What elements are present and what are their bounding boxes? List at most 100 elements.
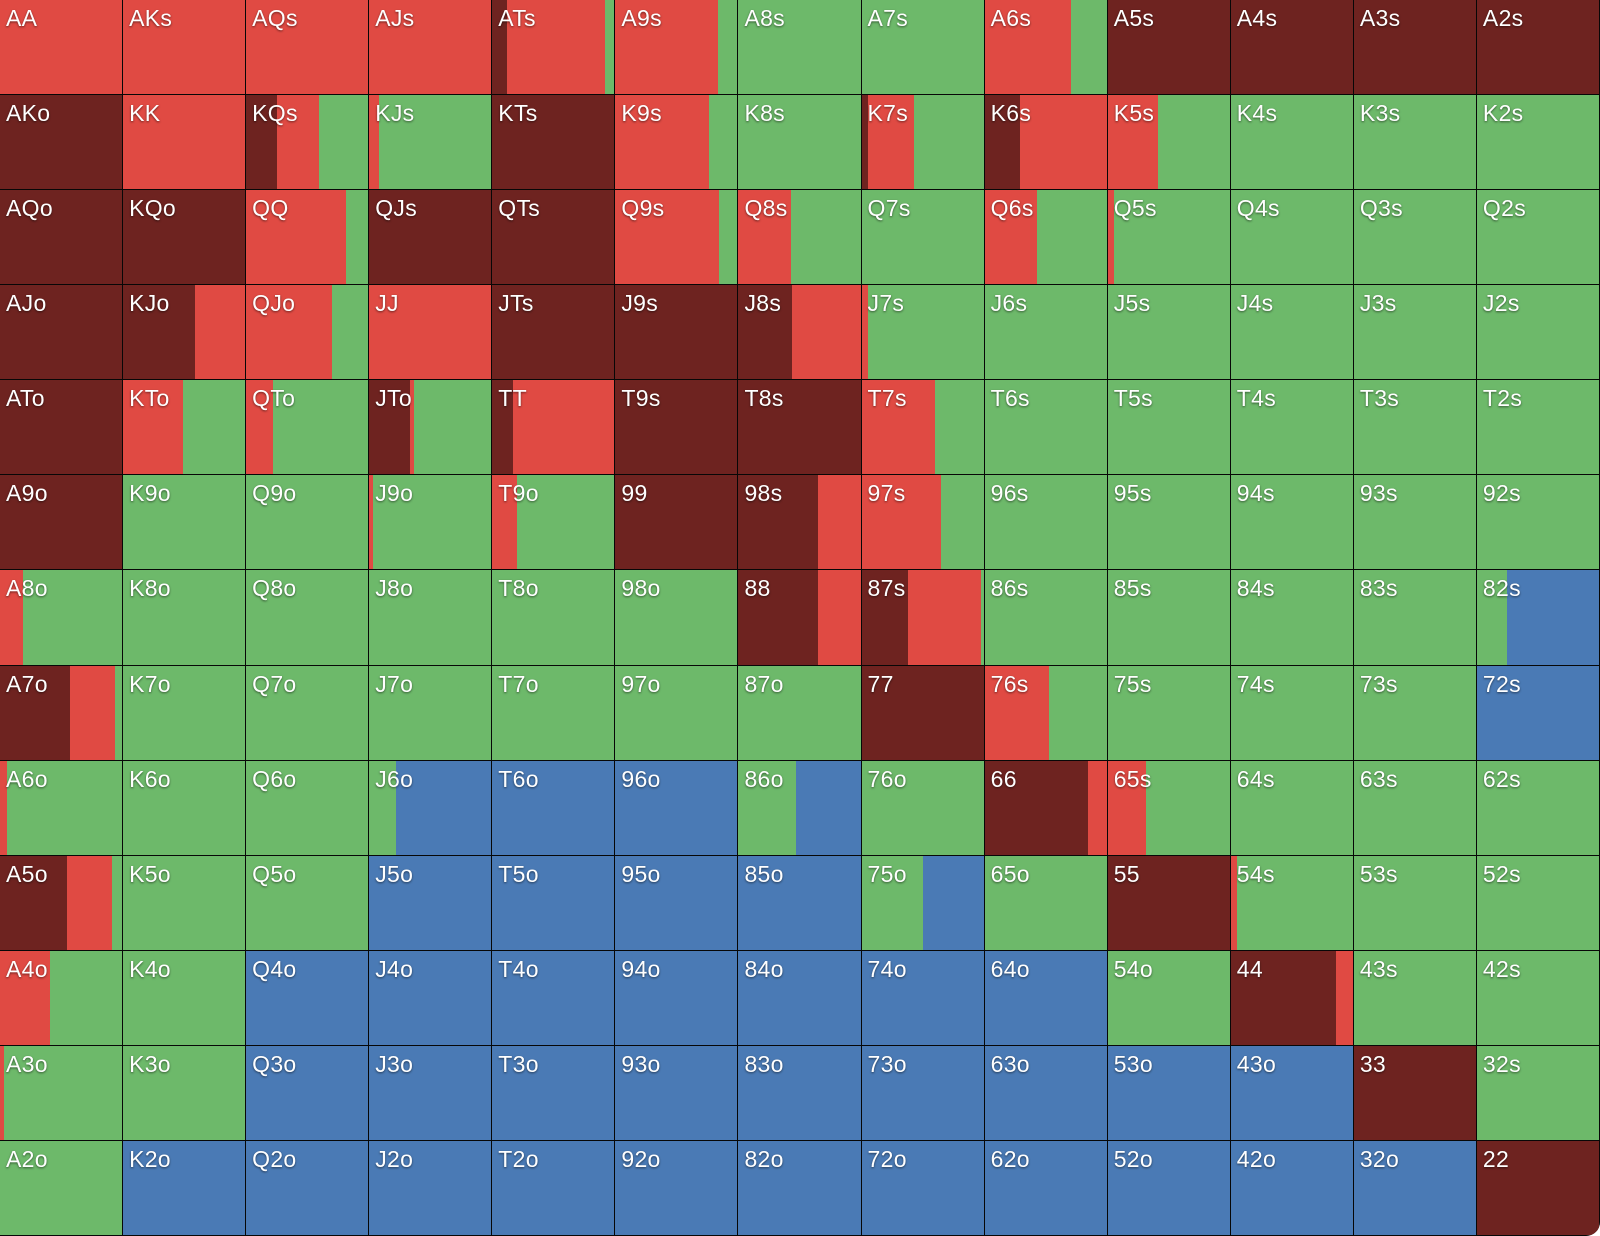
hand-cell-k9s[interactable]: K9s bbox=[615, 95, 739, 191]
hand-cell-j7s[interactable]: J7s bbox=[861, 285, 985, 381]
hand-cell-k2o[interactable]: K2o bbox=[123, 1140, 247, 1236]
hand-cell-aqo[interactable]: AQo bbox=[0, 190, 124, 286]
hand-cell-22[interactable]: 22 bbox=[1476, 1140, 1600, 1236]
hand-cell-64o[interactable]: 64o bbox=[984, 950, 1108, 1046]
hand-cell-94s[interactable]: 94s bbox=[1230, 475, 1354, 571]
hand-cell-k7o[interactable]: K7o bbox=[123, 665, 247, 761]
hand-cell-54o[interactable]: 54o bbox=[1107, 950, 1231, 1046]
hand-cell-k5s[interactable]: K5s bbox=[1107, 95, 1231, 191]
hand-cell-q5o[interactable]: Q5o bbox=[246, 855, 370, 951]
hand-cell-qq[interactable]: QQ bbox=[246, 190, 370, 286]
hand-cell-52s[interactable]: 52s bbox=[1476, 855, 1600, 951]
hand-cell-a5o[interactable]: A5o bbox=[0, 855, 124, 951]
hand-cell-84s[interactable]: 84s bbox=[1230, 570, 1354, 666]
hand-cell-j7o[interactable]: J7o bbox=[369, 665, 493, 761]
hand-cell-jts[interactable]: JTs bbox=[492, 285, 616, 381]
hand-cell-q8s[interactable]: Q8s bbox=[738, 190, 862, 286]
hand-cell-qto[interactable]: QTo bbox=[246, 380, 370, 476]
hand-cell-ajs[interactable]: AJs bbox=[369, 0, 493, 96]
hand-cell-54s[interactable]: 54s bbox=[1230, 855, 1354, 951]
hand-cell-a9o[interactable]: A9o bbox=[0, 475, 124, 571]
hand-cell-kqs[interactable]: KQs bbox=[246, 95, 370, 191]
hand-cell-74s[interactable]: 74s bbox=[1230, 665, 1354, 761]
hand-cell-q6s[interactable]: Q6s bbox=[984, 190, 1108, 286]
hand-cell-j2o[interactable]: J2o bbox=[369, 1140, 493, 1236]
hand-cell-77[interactable]: 77 bbox=[861, 665, 985, 761]
hand-cell-33[interactable]: 33 bbox=[1353, 1045, 1477, 1141]
hand-cell-j5o[interactable]: J5o bbox=[369, 855, 493, 951]
hand-cell-aks[interactable]: AKs bbox=[123, 0, 247, 96]
hand-cell-k6s[interactable]: K6s bbox=[984, 95, 1108, 191]
hand-cell-92o[interactable]: 92o bbox=[615, 1140, 739, 1236]
hand-cell-k8s[interactable]: K8s bbox=[738, 95, 862, 191]
hand-cell-j6s[interactable]: J6s bbox=[984, 285, 1108, 381]
hand-cell-62s[interactable]: 62s bbox=[1476, 760, 1600, 856]
hand-cell-kts[interactable]: KTs bbox=[492, 95, 616, 191]
hand-cell-aa[interactable]: AA bbox=[0, 0, 124, 96]
hand-cell-j5s[interactable]: J5s bbox=[1107, 285, 1231, 381]
hand-cell-k4o[interactable]: K4o bbox=[123, 950, 247, 1046]
hand-cell-83s[interactable]: 83s bbox=[1353, 570, 1477, 666]
hand-cell-t8o[interactable]: T8o bbox=[492, 570, 616, 666]
hand-cell-a2s[interactable]: A2s bbox=[1476, 0, 1600, 96]
hand-cell-j3o[interactable]: J3o bbox=[369, 1045, 493, 1141]
hand-cell-92s[interactable]: 92s bbox=[1476, 475, 1600, 571]
hand-cell-74o[interactable]: 74o bbox=[861, 950, 985, 1046]
hand-cell-qjo[interactable]: QJo bbox=[246, 285, 370, 381]
hand-cell-kqo[interactable]: KQo bbox=[123, 190, 247, 286]
hand-cell-86s[interactable]: 86s bbox=[984, 570, 1108, 666]
hand-cell-63s[interactable]: 63s bbox=[1353, 760, 1477, 856]
hand-cell-q4o[interactable]: Q4o bbox=[246, 950, 370, 1046]
hand-cell-k8o[interactable]: K8o bbox=[123, 570, 247, 666]
hand-cell-q9o[interactable]: Q9o bbox=[246, 475, 370, 571]
hand-cell-t2o[interactable]: T2o bbox=[492, 1140, 616, 1236]
hand-cell-87o[interactable]: 87o bbox=[738, 665, 862, 761]
hand-cell-tt[interactable]: TT bbox=[492, 380, 616, 476]
hand-cell-82o[interactable]: 82o bbox=[738, 1140, 862, 1236]
hand-cell-k7s[interactable]: K7s bbox=[861, 95, 985, 191]
hand-cell-42o[interactable]: 42o bbox=[1230, 1140, 1354, 1236]
hand-cell-63o[interactable]: 63o bbox=[984, 1045, 1108, 1141]
hand-cell-j9s[interactable]: J9s bbox=[615, 285, 739, 381]
hand-cell-93o[interactable]: 93o bbox=[615, 1045, 739, 1141]
hand-cell-kjs[interactable]: KJs bbox=[369, 95, 493, 191]
hand-cell-82s[interactable]: 82s bbox=[1476, 570, 1600, 666]
hand-cell-k5o[interactable]: K5o bbox=[123, 855, 247, 951]
hand-cell-a9s[interactable]: A9s bbox=[615, 0, 739, 96]
hand-cell-64s[interactable]: 64s bbox=[1230, 760, 1354, 856]
hand-cell-k9o[interactable]: K9o bbox=[123, 475, 247, 571]
hand-cell-ato[interactable]: ATo bbox=[0, 380, 124, 476]
hand-cell-aqs[interactable]: AQs bbox=[246, 0, 370, 96]
hand-cell-t3o[interactable]: T3o bbox=[492, 1045, 616, 1141]
hand-cell-q8o[interactable]: Q8o bbox=[246, 570, 370, 666]
hand-cell-55[interactable]: 55 bbox=[1107, 855, 1231, 951]
hand-cell-88[interactable]: 88 bbox=[738, 570, 862, 666]
hand-cell-k3o[interactable]: K3o bbox=[123, 1045, 247, 1141]
hand-cell-a3s[interactable]: A3s bbox=[1353, 0, 1477, 96]
hand-cell-72s[interactable]: 72s bbox=[1476, 665, 1600, 761]
hand-cell-87s[interactable]: 87s bbox=[861, 570, 985, 666]
hand-cell-85s[interactable]: 85s bbox=[1107, 570, 1231, 666]
hand-cell-44[interactable]: 44 bbox=[1230, 950, 1354, 1046]
hand-cell-84o[interactable]: 84o bbox=[738, 950, 862, 1046]
hand-cell-73s[interactable]: 73s bbox=[1353, 665, 1477, 761]
hand-cell-k4s[interactable]: K4s bbox=[1230, 95, 1354, 191]
hand-cell-97s[interactable]: 97s bbox=[861, 475, 985, 571]
hand-cell-a4s[interactable]: A4s bbox=[1230, 0, 1354, 96]
hand-cell-52o[interactable]: 52o bbox=[1107, 1140, 1231, 1236]
hand-cell-kk[interactable]: KK bbox=[123, 95, 247, 191]
hand-cell-ajo[interactable]: AJo bbox=[0, 285, 124, 381]
hand-cell-72o[interactable]: 72o bbox=[861, 1140, 985, 1236]
hand-cell-qts[interactable]: QTs bbox=[492, 190, 616, 286]
hand-cell-a2o[interactable]: A2o bbox=[0, 1140, 124, 1236]
hand-cell-q5s[interactable]: Q5s bbox=[1107, 190, 1231, 286]
hand-cell-j6o[interactable]: J6o bbox=[369, 760, 493, 856]
hand-cell-t8s[interactable]: T8s bbox=[738, 380, 862, 476]
hand-cell-98s[interactable]: 98s bbox=[738, 475, 862, 571]
hand-cell-qjs[interactable]: QJs bbox=[369, 190, 493, 286]
hand-cell-q9s[interactable]: Q9s bbox=[615, 190, 739, 286]
hand-cell-j3s[interactable]: J3s bbox=[1353, 285, 1477, 381]
hand-cell-q6o[interactable]: Q6o bbox=[246, 760, 370, 856]
hand-cell-t3s[interactable]: T3s bbox=[1353, 380, 1477, 476]
hand-cell-kto[interactable]: KTo bbox=[123, 380, 247, 476]
